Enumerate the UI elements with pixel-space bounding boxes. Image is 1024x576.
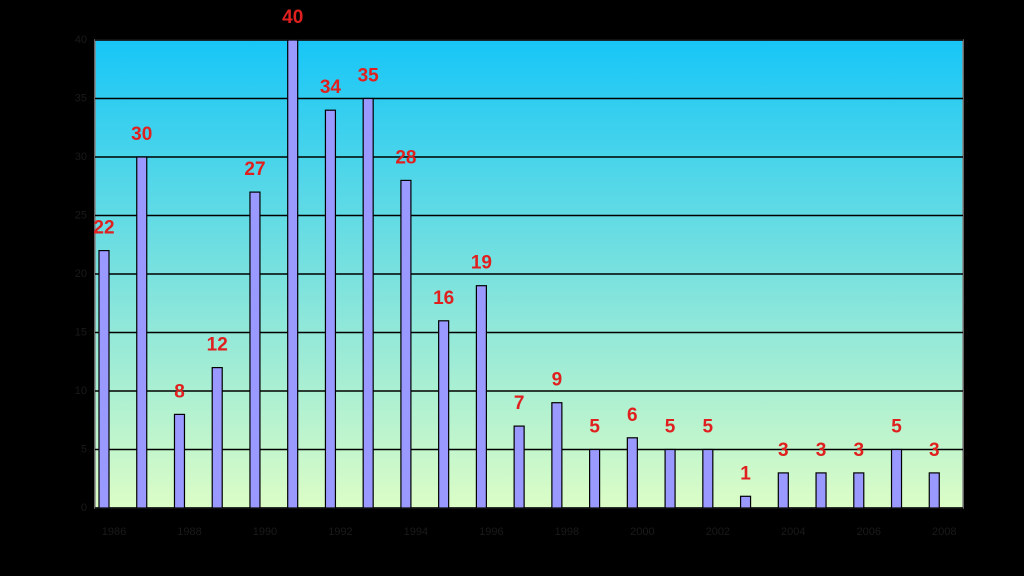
bar (928, 472, 940, 509)
bar (287, 39, 299, 509)
value-label: 3 (778, 440, 789, 461)
x-tick-label: 1992 (328, 526, 352, 538)
y-tick-label: 10 (75, 385, 87, 397)
x-tick-label: 2000 (630, 526, 654, 538)
bar (664, 448, 676, 509)
bar (324, 109, 337, 509)
bar (362, 97, 374, 509)
y-tick-label: 20 (75, 268, 87, 280)
value-label: 28 (395, 147, 416, 168)
x-tick-label: 2002 (706, 526, 730, 538)
bar (589, 448, 601, 509)
bar (211, 367, 223, 509)
value-label: 5 (703, 417, 714, 438)
bar (853, 472, 865, 509)
bar (136, 156, 148, 509)
y-tick-label: 40 (75, 34, 87, 46)
value-label: 8 (174, 381, 185, 402)
bar (475, 285, 487, 509)
value-label: 6 (627, 405, 638, 426)
value-label: 34 (320, 77, 342, 98)
value-label: 5 (589, 417, 600, 438)
value-label: 22 (93, 218, 114, 239)
value-label: 7 (514, 393, 525, 414)
x-tick-label: 1998 (555, 526, 579, 538)
bar (551, 402, 563, 509)
bar (173, 413, 186, 509)
bar (890, 448, 903, 509)
value-label: 3 (853, 440, 864, 461)
value-label: 16 (433, 288, 454, 309)
y-tick-label: 0 (81, 502, 87, 514)
value-label: 1 (740, 463, 751, 484)
bar (777, 472, 789, 509)
x-tick-label: 2004 (781, 526, 805, 538)
value-label: 35 (358, 66, 380, 87)
y-tick-label: 5 (81, 443, 87, 455)
bar (438, 320, 450, 509)
bar (702, 448, 714, 509)
bar (513, 425, 525, 509)
bar (815, 472, 827, 509)
value-label: 3 (816, 440, 827, 461)
x-tick-label: 1988 (177, 526, 201, 538)
bar (626, 437, 638, 509)
bar (739, 495, 752, 509)
value-label: 19 (471, 253, 492, 274)
value-label: 3 (929, 440, 940, 461)
y-tick-label: 30 (75, 151, 87, 163)
x-tick-label: 1994 (404, 526, 428, 538)
value-label: 40 (282, 7, 303, 28)
bar (400, 179, 412, 509)
value-label: 27 (244, 159, 265, 180)
x-tick-label: 1990 (253, 526, 277, 538)
value-label: 5 (891, 417, 902, 438)
x-tick-label: 1996 (479, 526, 503, 538)
x-tick-label: 2008 (932, 526, 956, 538)
value-label: 12 (207, 335, 228, 356)
value-label: 9 (552, 370, 563, 391)
y-tick-label: 15 (75, 326, 87, 338)
value-label: 5 (665, 417, 676, 438)
value-label: 30 (131, 124, 152, 145)
x-tick-label: 2006 (857, 526, 881, 538)
y-tick-label: 35 (75, 92, 87, 104)
bar (249, 191, 261, 509)
x-tick-label: 1986 (102, 526, 126, 538)
bar (98, 250, 110, 509)
y-tick-label: 25 (75, 209, 87, 221)
